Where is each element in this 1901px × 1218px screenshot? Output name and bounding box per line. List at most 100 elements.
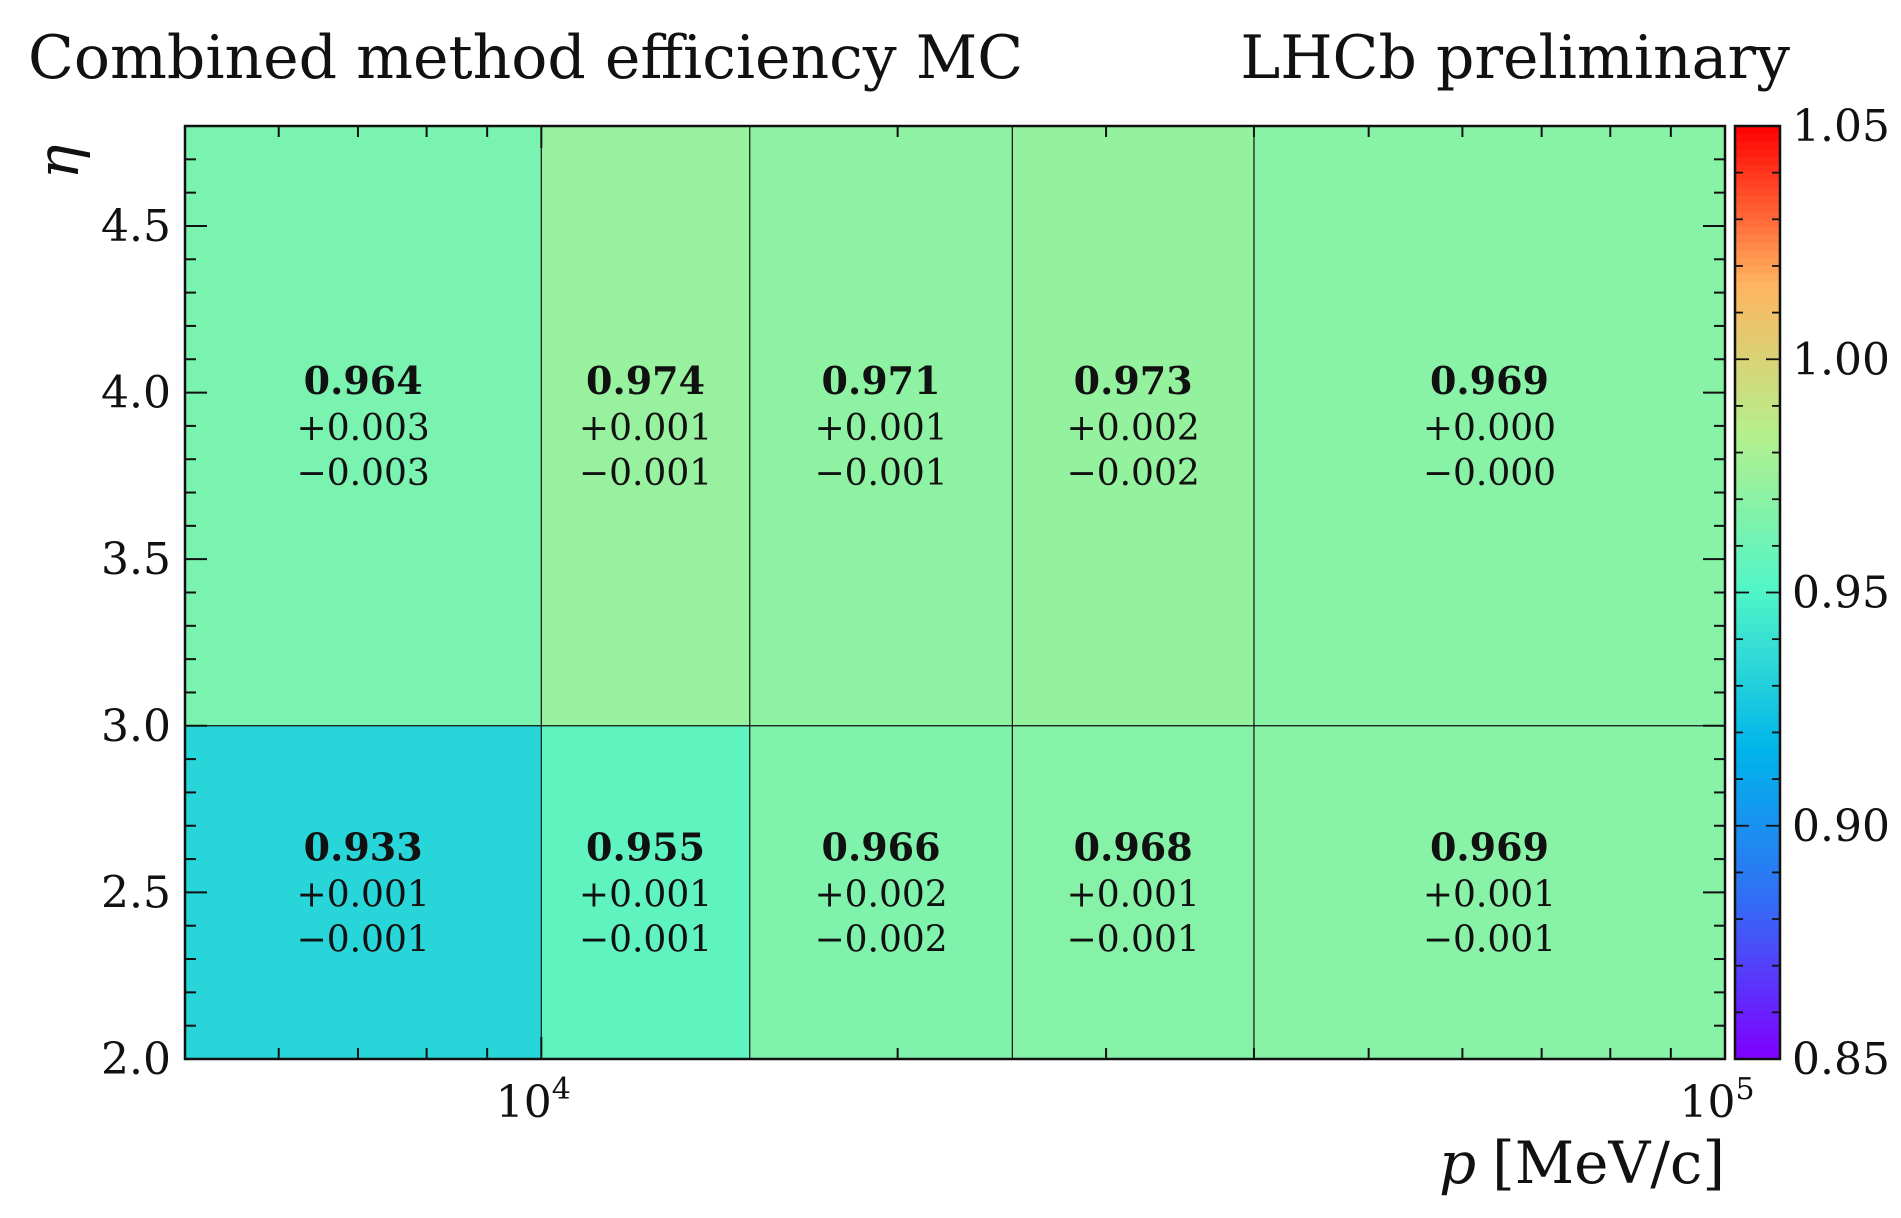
colorbar-segment (1735, 1035, 1780, 1045)
colorbar-segment (1735, 195, 1780, 205)
colorbar-segment (1735, 545, 1780, 555)
cell-value: 0.955 (586, 824, 705, 869)
y-tick-label: 3.5 (101, 534, 171, 585)
colorbar-segment (1735, 367, 1780, 376)
heatmap-cell (1253, 126, 1725, 726)
colorbar-segment (1735, 180, 1780, 189)
colorbar-segment (1735, 693, 1780, 703)
heatmap-cell (1012, 725, 1254, 1059)
colorbar-tick-label: 0.85 (1792, 1034, 1890, 1085)
colorbar-segment (1735, 133, 1780, 143)
colorbar-segment (1735, 576, 1780, 586)
colorbar-segment (1735, 856, 1780, 866)
colorbar-segment (1735, 615, 1780, 625)
cell-error-minus: −0.001 (814, 453, 947, 494)
colorbar-segment (1735, 880, 1780, 889)
colorbar-segment (1735, 833, 1780, 843)
colorbar-segment (1735, 748, 1780, 757)
colorbar-segment (1735, 825, 1780, 835)
colorbar-segment (1735, 312, 1780, 322)
colorbar-segment (1735, 864, 1780, 874)
cell-error-plus: +0.001 (814, 408, 947, 449)
colorbar-segment (1735, 227, 1780, 236)
colorbar-segment (1735, 405, 1780, 415)
cell-error-minus: −0.001 (1067, 919, 1200, 960)
heatmap-cell (541, 725, 750, 1059)
colorbar-segment (1735, 623, 1780, 633)
colorbar-segment (1735, 841, 1780, 850)
cell-value: 0.973 (1074, 358, 1193, 403)
colorbar-segment (1735, 328, 1780, 337)
colorbar-segment (1735, 678, 1780, 687)
y-tick-label: 4.0 (101, 368, 171, 419)
colorbar-segment (1735, 608, 1780, 617)
colorbar-segment (1735, 359, 1780, 368)
colorbar-segment (1735, 522, 1780, 532)
heatmap-cell (541, 126, 750, 726)
colorbar-segment (1735, 584, 1780, 594)
colorbar-segment (1735, 592, 1780, 602)
x-tick-exponent: 4 (552, 1072, 571, 1107)
colorbar-segment (1735, 320, 1780, 329)
x-axis-variable: p (1439, 1129, 1476, 1197)
colorbar-segment (1735, 491, 1780, 500)
colorbar-segment (1735, 654, 1780, 664)
colorbar-segment (1735, 701, 1780, 710)
colorbar-segment (1735, 273, 1780, 283)
cell-error-minus: −0.001 (579, 453, 712, 494)
colorbar-segment (1735, 452, 1780, 462)
colorbar-segment (1735, 506, 1780, 516)
colorbar-segment (1735, 242, 1780, 252)
cell-value: 0.933 (304, 824, 423, 869)
colorbar-segment (1735, 709, 1780, 718)
colorbar-segment (1735, 934, 1780, 944)
colorbar-segment (1735, 250, 1780, 259)
chart-title: Combined method efficiency MC (28, 23, 1023, 93)
bin-grid-lines (185, 126, 1725, 1059)
cell-error-minus: −0.003 (297, 453, 430, 494)
colorbar-tick-label: 1.00 (1792, 334, 1890, 385)
colorbar-segment (1735, 685, 1780, 695)
x-axis-unit: [MeV/c] (1492, 1129, 1725, 1197)
y-tick-label: 4.5 (101, 201, 171, 252)
colorbar-segment (1735, 437, 1780, 446)
colorbar-segment (1735, 468, 1780, 477)
colorbar-segment (1735, 398, 1780, 407)
colorbar-segment (1735, 981, 1780, 990)
colorbar-segment (1735, 126, 1780, 135)
colorbar-segment (1735, 374, 1780, 384)
colorbar-segment (1735, 530, 1780, 539)
x-tick-label: 105 (1679, 1072, 1754, 1128)
colorbar-segment (1735, 172, 1780, 182)
colorbar-segment (1735, 849, 1780, 858)
colorbar-segment (1735, 538, 1780, 547)
colorbar-segment (1735, 1027, 1780, 1037)
y-tick-label: 3.0 (101, 701, 171, 752)
colorbar-segment (1735, 763, 1780, 773)
heatmap-cell (185, 126, 542, 726)
colorbar-segment (1735, 382, 1780, 392)
cell-error-plus: +0.000 (1423, 408, 1556, 449)
colorbar-segment (1735, 483, 1780, 493)
colorbar-segment (1735, 973, 1780, 983)
cell-value: 0.971 (822, 358, 941, 403)
cell-error-plus: +0.001 (1067, 874, 1200, 915)
cell-error-plus: +0.001 (297, 874, 430, 915)
heatmap-cells (185, 126, 1725, 1059)
colorbar-segment (1735, 786, 1780, 796)
colorbar-segment (1735, 289, 1780, 298)
colorbar-segment (1735, 343, 1780, 353)
colorbar-segment (1735, 390, 1780, 399)
x-tick-base: 10 (1679, 1077, 1735, 1128)
x-axis-label: p [MeV/c] (1439, 1129, 1725, 1197)
colorbar-segment (1735, 569, 1780, 578)
x-tick-exponent: 5 (1735, 1072, 1754, 1107)
colorbar-segment (1735, 872, 1780, 881)
colorbar-segment (1735, 600, 1780, 609)
colorbar-segment (1735, 887, 1780, 897)
colorbar: 0.85 0.90 0.95 1.00 1.05 (1733, 101, 1890, 1085)
colorbar-segment (1735, 903, 1780, 913)
colorbar-segment (1735, 211, 1780, 221)
cell-error-plus: +0.001 (1423, 874, 1556, 915)
